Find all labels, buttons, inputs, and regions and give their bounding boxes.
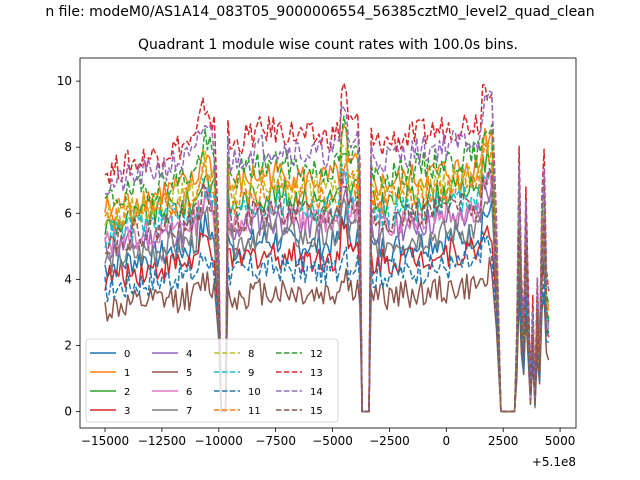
legend-label-3: 3 (124, 406, 130, 417)
x-tick-label: −10000 (195, 434, 243, 448)
x-tick-label: 0 (442, 434, 450, 448)
x-tick-label: 5000 (545, 434, 576, 448)
y-tick-label: 10 (57, 74, 72, 88)
y-tick-label: 0 (64, 404, 72, 418)
legend-label-6: 6 (186, 387, 192, 398)
legend-label-12: 12 (310, 349, 323, 360)
x-tick-label: −12500 (138, 434, 186, 448)
series-line-2 (104, 147, 550, 413)
legend-label-14: 14 (310, 387, 323, 398)
legend-label-15: 15 (310, 406, 323, 417)
legend-label-5: 5 (186, 368, 192, 379)
series-line-10 (104, 231, 549, 413)
figure-suptitle: n file: modeM0/AS1A14_083T05_9000006554_… (45, 4, 594, 20)
x-tick-label: 2500 (488, 434, 519, 448)
series-line-11 (104, 142, 550, 413)
series-line-5 (104, 256, 550, 413)
x-tick-label: −2500 (369, 434, 410, 448)
series-line-15 (104, 167, 550, 413)
series-line-12 (104, 115, 550, 413)
legend-label-8: 8 (248, 349, 254, 360)
x-axis: −15000 −12500 −10000 −7500 −5000 −2500 0 2500 50… (81, 428, 575, 448)
series-line-3 (104, 217, 550, 413)
x-offset-label: +5.1e8 (532, 455, 576, 469)
legend-label-1: 1 (124, 368, 130, 379)
series-line-7 (104, 192, 549, 413)
plot-area-frame (79, 57, 577, 429)
legend-label-10: 10 (248, 387, 261, 398)
chart-title: Quadrant 1 module wise count rates with … (138, 37, 518, 53)
legend-label-2: 2 (124, 387, 130, 398)
legend-label-0: 0 (124, 349, 130, 360)
y-axis: 0 2 4 6 8 10 (57, 74, 80, 418)
series-line-14 (104, 90, 550, 413)
x-tick-label: −5000 (312, 434, 353, 448)
legend-label-11: 11 (248, 406, 261, 417)
y-tick-label: 6 (64, 206, 72, 220)
series-layer (104, 82, 550, 413)
y-tick-label: 4 (64, 272, 72, 286)
legend-label-7: 7 (186, 406, 192, 417)
x-tick-label: −7500 (255, 434, 296, 448)
legend-box (85, 338, 339, 423)
y-tick-label: 2 (64, 338, 72, 352)
legend-label-9: 9 (248, 368, 254, 379)
legend-label-13: 13 (310, 368, 323, 379)
x-tick-label: −15000 (81, 434, 129, 448)
y-tick-label: 8 (64, 140, 72, 154)
legend-label-4: 4 (186, 349, 192, 360)
